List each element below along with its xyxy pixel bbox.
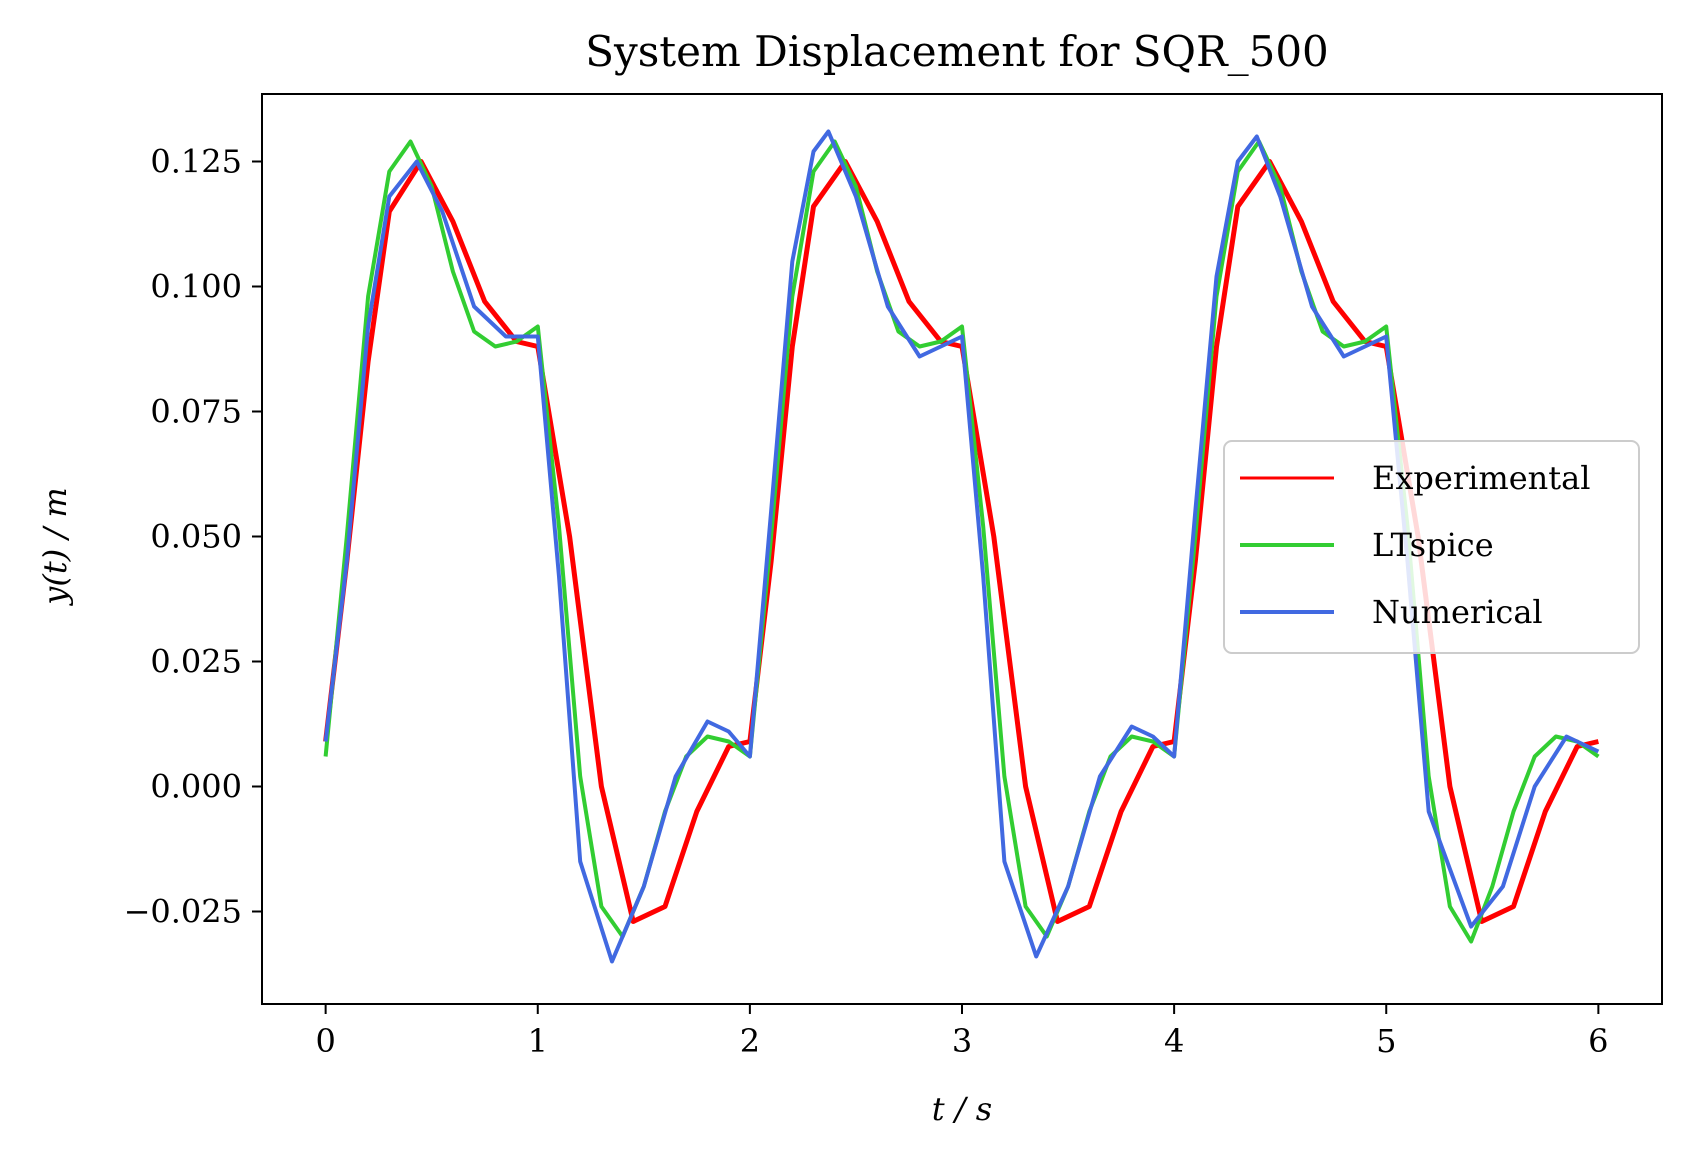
y-axis-ticks: −0.025 0.000 0.025 0.050 0.075 0.100 0.125 [124, 143, 262, 931]
y-tick-label: 0.050 [150, 518, 242, 556]
x-tick-label: 6 [1588, 1022, 1608, 1060]
y-tick-label: 0.025 [150, 643, 242, 681]
x-tick-label: 5 [1376, 1022, 1396, 1060]
legend-box [1223, 440, 1640, 654]
series-layer [323, 129, 1600, 964]
y-tick-label: 0.125 [150, 143, 242, 181]
x-tick-label: 0 [315, 1022, 335, 1060]
y-axis-label: y(t) / m [36, 487, 74, 606]
legend-label-numerical: Numerical [1372, 593, 1543, 631]
legend-label-ltspice: LTspice [1372, 526, 1494, 564]
legend: Experimental LTspice Numerical [1223, 440, 1640, 654]
series-line-numerical [323, 129, 1600, 964]
x-tick-label: 3 [952, 1022, 972, 1060]
x-axis-label: t / s [932, 1090, 992, 1128]
series-line-ltspice [323, 139, 1600, 944]
y-tick-label: 0.075 [150, 393, 242, 431]
x-axis-ticks: 0 1 2 3 4 5 6 [315, 1004, 1609, 1060]
y-tick-label: 0.000 [150, 768, 242, 806]
x-tick-label: 4 [1164, 1022, 1184, 1060]
series-line-experimental [323, 159, 1599, 924]
y-tick-label: 0.100 [150, 268, 242, 306]
x-tick-label: 2 [740, 1022, 760, 1060]
x-tick-label: 1 [528, 1022, 548, 1060]
chart-title: System Displacement for SQR_500 [585, 27, 1329, 76]
y-tick-label: −0.025 [124, 893, 242, 931]
legend-label-experimental: Experimental [1372, 459, 1590, 497]
